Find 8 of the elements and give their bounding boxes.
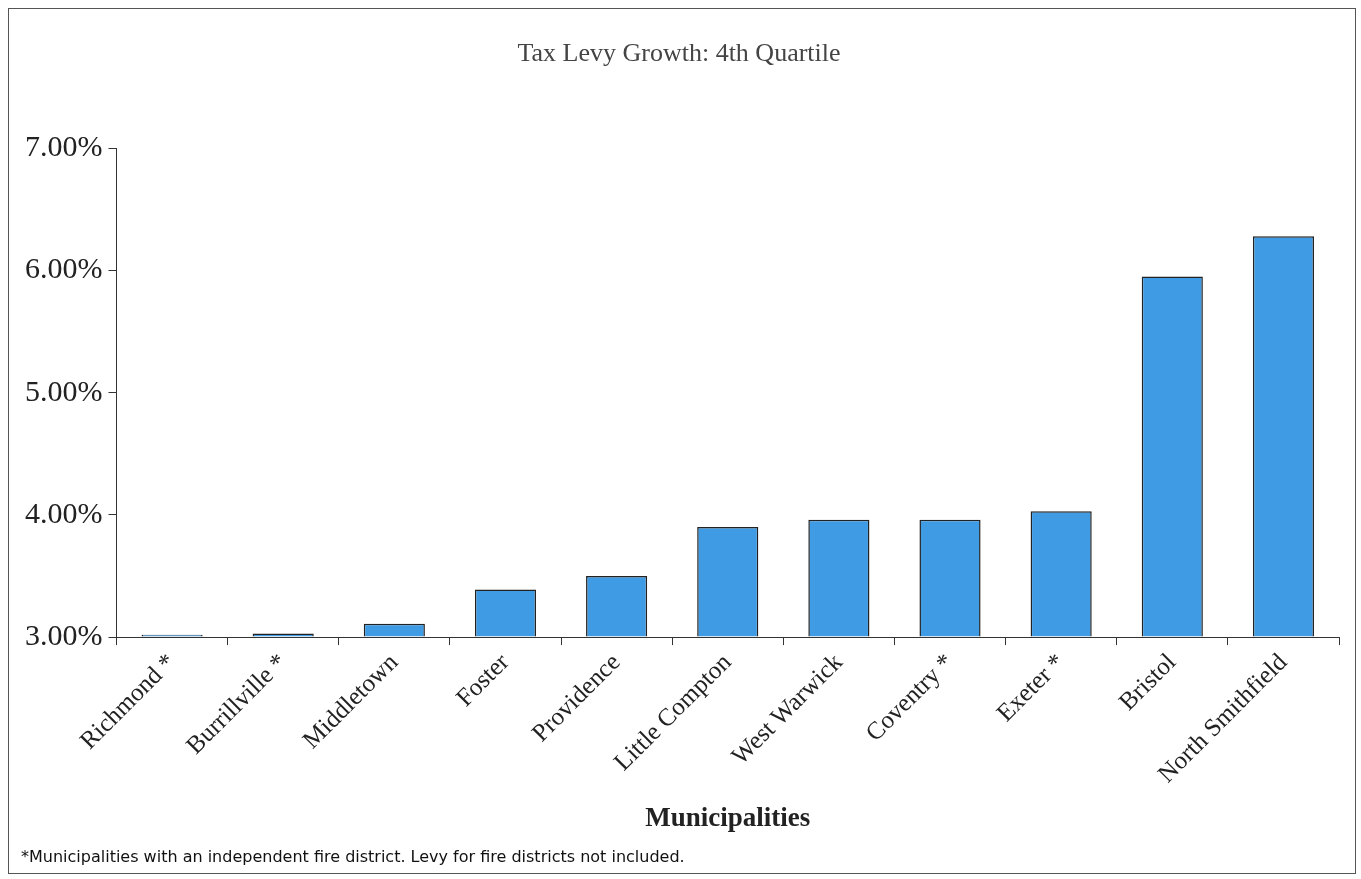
- y-tick-label: 3.00%: [24, 617, 103, 651]
- y-tick-label: 4.00%: [24, 495, 103, 529]
- y-tick-label: 7.00%: [24, 129, 103, 163]
- chart-title: Tax Levy Growth: 4th Quartile: [517, 38, 841, 68]
- y-tick-label: 6.00%: [24, 251, 103, 285]
- text: *Municipalities with an independent fire district. Levy for fire districts not included.: [21, 847, 685, 866]
- x-axis-title: Municipalities: [645, 801, 811, 832]
- y-tick-label: 5.00%: [24, 373, 103, 407]
